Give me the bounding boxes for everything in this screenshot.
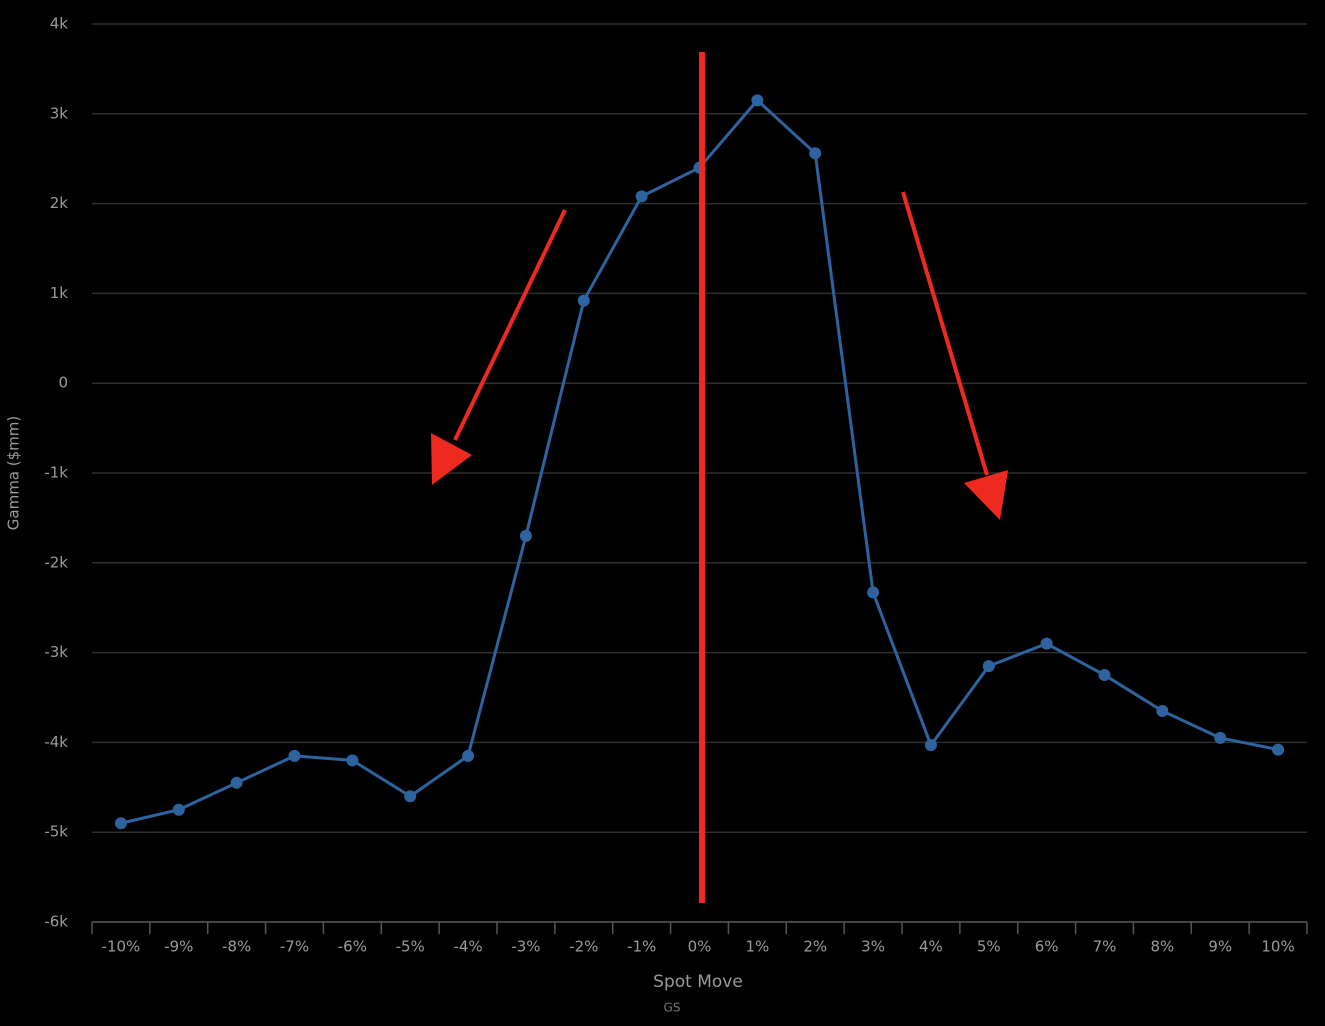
point <box>519 529 532 542</box>
x-tick-label: 8% <box>1150 938 1174 956</box>
x-tick-label: 9% <box>1208 938 1232 956</box>
y-tick-label: 0 <box>58 374 68 392</box>
x-tick-label: -7% <box>280 938 309 956</box>
point <box>809 147 822 160</box>
x-tick-label: 7% <box>1093 938 1117 956</box>
y-tick-label: -2k <box>44 553 68 571</box>
x-tick-label: 10% <box>1261 938 1294 956</box>
y-tick-label: 4k <box>50 15 69 33</box>
point <box>1040 637 1053 650</box>
x-tick-label: 2% <box>803 938 827 956</box>
point <box>924 739 937 752</box>
x-tick-label: 6% <box>1035 938 1059 956</box>
x-tick-label: -6% <box>338 938 367 956</box>
point <box>288 749 301 762</box>
point <box>635 190 648 203</box>
x-tick-label: -3% <box>511 938 540 956</box>
arrow-left <box>431 209 567 485</box>
y-tick-label: 3k <box>50 104 69 122</box>
point <box>751 94 764 107</box>
arrow-right <box>901 191 1008 520</box>
x-tick-label: -8% <box>222 938 251 956</box>
x-tick-label: -5% <box>396 938 425 956</box>
x-tick-label: 4% <box>919 938 943 956</box>
point <box>1156 704 1169 717</box>
grid-layer: 4k 3k 2k 1k 0 -1k -2k -3k -4k -5k -6k -10% -9% -8% -7%… <box>44 15 1308 956</box>
x-tick-label: 3% <box>861 938 885 956</box>
x-axis-label: Spot Move <box>653 972 743 992</box>
x-tick-label: -4% <box>453 938 482 956</box>
y-tick-label: -3k <box>44 643 68 661</box>
point <box>1272 743 1285 756</box>
x-tick-label: -10% <box>102 938 141 956</box>
point <box>114 817 127 830</box>
point <box>230 776 243 789</box>
x-tick-label: 1% <box>745 938 769 956</box>
x-tick-label: -9% <box>164 938 193 956</box>
point <box>982 660 995 673</box>
point <box>867 586 880 599</box>
point <box>577 294 590 307</box>
y-tick-label: -6k <box>44 913 68 931</box>
x-tick-label: 0% <box>688 938 712 956</box>
y-tick-label: 2k <box>50 194 69 212</box>
source: GS <box>664 1001 681 1015</box>
point <box>172 803 185 816</box>
point <box>1214 731 1227 744</box>
point <box>346 754 359 767</box>
y-tick-label: -5k <box>44 823 68 841</box>
y-tick-label: -4k <box>44 733 68 751</box>
point <box>1098 669 1111 682</box>
y-axis-label: Gamma ($mm) <box>5 416 23 530</box>
x-tick-label: -1% <box>627 938 656 956</box>
point <box>404 790 417 803</box>
y-tick-label: 1k <box>50 284 69 302</box>
x-tick-label: -2% <box>569 938 598 956</box>
y-tick-label: -1k <box>44 464 68 482</box>
x-tick-label: 5% <box>977 938 1001 956</box>
point <box>462 749 475 762</box>
